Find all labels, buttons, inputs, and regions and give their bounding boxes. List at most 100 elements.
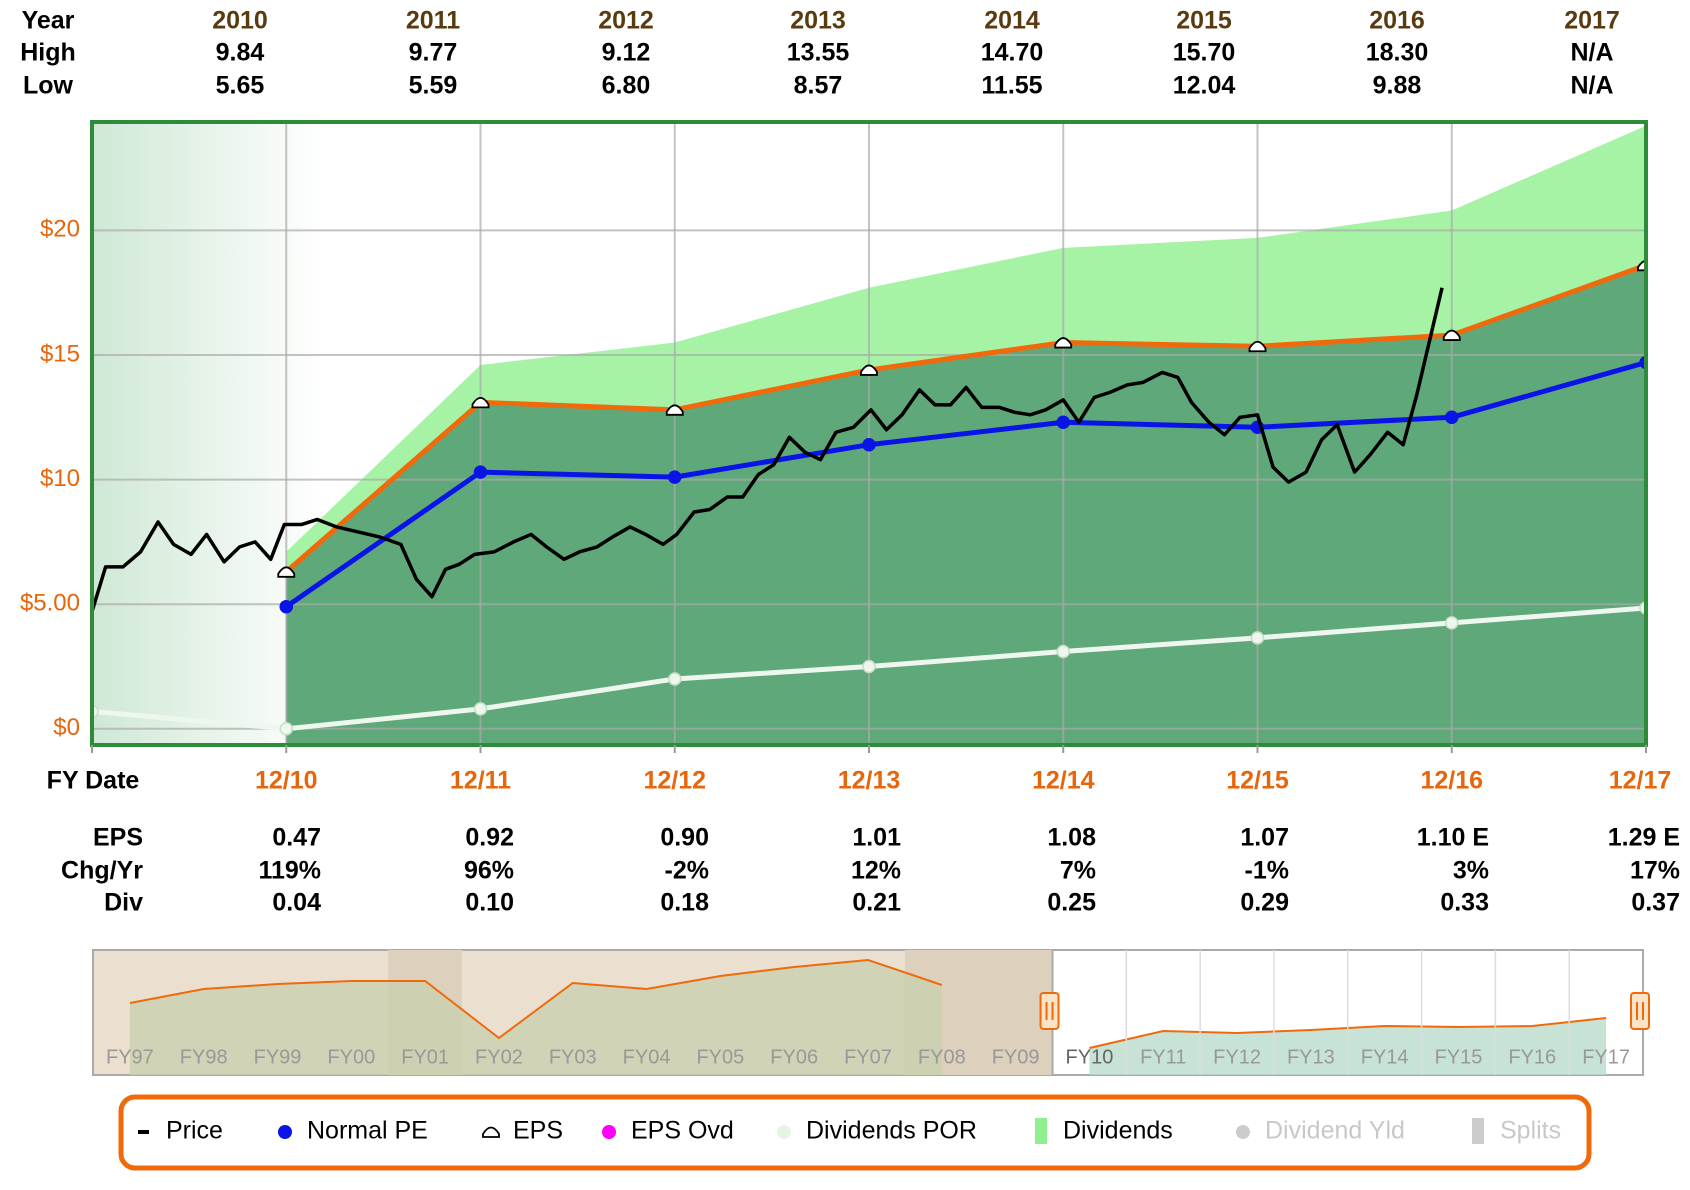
header-cell: 2010 [212,7,268,35]
point [1445,410,1459,425]
header-cell: 2014 [984,7,1040,35]
navigator-label: FY08 [918,1046,966,1068]
footer-cell: 0.90 [660,824,709,852]
navigator-handle-grip [1045,1002,1054,1020]
legend-marker [777,1125,791,1139]
point [1445,616,1459,630]
legend-item[interactable]: Dividends [1035,1117,1173,1145]
footer-cell: 1.07 [1240,824,1289,852]
x-tick-label: 12/13 [838,767,901,795]
legend-item[interactable]: Splits [1472,1117,1561,1145]
footer-cell: 1.10 E [1417,824,1489,852]
header-row-label: High [20,39,76,67]
footer-cell: 17% [1630,857,1680,885]
footer-cell: 1.08 [1047,824,1096,852]
navigator-label: FY11 [1140,1046,1186,1068]
legend-marker [1035,1118,1047,1144]
x-axis-label: FY Date [47,767,140,795]
navigator-label: FY16 [1508,1046,1556,1068]
point [862,659,876,674]
footer-cell: 0.29 [1240,889,1289,917]
footer-cell: 96% [464,857,514,885]
navigator-handle[interactable] [1039,992,1060,1030]
x-tick-label: 12/12 [643,767,706,795]
legend-marker [278,1125,292,1139]
navigator-handle[interactable] [1630,992,1650,1030]
series-line [284,360,1646,609]
navigator-area [129,960,942,1075]
x-tick-label: 12/11 [450,767,511,795]
legend-item[interactable]: Price [138,1117,223,1145]
navigator-label: FY01 [401,1046,449,1068]
navigator-line [129,958,943,1040]
point [279,722,293,736]
point [668,672,682,686]
navigator-label: FY06 [770,1046,818,1068]
point [279,599,293,614]
header-cell: 5.59 [409,72,458,100]
x-tick-label: 12/15 [1226,767,1289,795]
footer-cell: 0.04 [272,889,321,917]
header-cell: 2017 [1564,7,1620,35]
legend-label: Dividend Yld [1265,1117,1405,1145]
y-tick-label: $5.00 [20,590,80,617]
navigator-label: FY12 [1213,1046,1261,1068]
eps-marker [1442,329,1461,341]
footer-cell: 1.29 E [1608,824,1680,852]
header-cell: 2013 [790,7,846,35]
legend-marker [482,1126,500,1138]
header-row-label: Low [23,72,74,100]
eps-area [286,265,1646,745]
legend: Price Normal PE EPS EPS Ovd Dividends POR Div… [138,1117,1561,1145]
header-cell: N/A [1570,72,1613,100]
eps-marker [1248,340,1267,353]
navigator: FY97 FY98 FY99 FY00 FY01 FY02 FY03 FY04 FY05 FY06… [92,949,1650,1076]
legend-item[interactable]: Dividends POR [777,1117,977,1145]
legend-label: Normal PE [307,1117,428,1145]
footer-cell: 12% [851,857,901,885]
x-tick-label: 12/17 [1609,767,1672,795]
legend-label: Splits [1500,1117,1561,1145]
footer-row-label: EPS [93,824,143,852]
navigator-handle-grip [1636,1002,1644,1020]
header-cell: 15.70 [1173,39,1236,67]
footer-cell: 0.47 [272,824,321,852]
header-cell: 12.04 [1173,72,1236,100]
footer-cell: 0.10 [465,889,514,917]
legend-label: EPS [513,1117,563,1145]
header-cell: 14.70 [981,39,1044,67]
header-cell: 9.12 [602,39,651,67]
navigator-label: FY09 [992,1046,1040,1068]
navigator-label: FY07 [844,1046,892,1068]
point [1056,415,1070,430]
legend-item[interactable]: EPS Ovd [602,1117,734,1145]
header-cell: 13.55 [787,39,850,67]
legend-item[interactable]: EPS [482,1117,563,1145]
header-cell: 6.80 [602,72,651,100]
footer-cell: 0.92 [465,824,514,852]
series-line [92,287,1444,613]
navigator-label: FY14 [1361,1046,1409,1068]
series-line [284,262,1646,574]
eps-marker [1054,337,1073,349]
legend-label: Dividends POR [806,1117,977,1145]
footer-cell: 0.33 [1440,889,1489,917]
footer-row-label: Chg/Yr [61,857,143,885]
navigator-label: FY98 [180,1046,228,1068]
legend-item[interactable]: Normal PE [278,1117,428,1145]
legend-item[interactable]: Dividend Yld [1236,1117,1405,1145]
navigator-label: FY04 [623,1046,671,1068]
legend-marker [138,1130,149,1134]
header-cell: 9.84 [216,39,265,67]
y-tick-label: $0 [53,714,80,741]
y-tick-label: $20 [40,216,80,243]
footer-cell: 1.01 [852,824,901,852]
header-cell: 18.30 [1366,39,1429,67]
navigator-label: FY13 [1287,1046,1335,1068]
point [1250,631,1265,645]
footer-cell: 0.18 [660,889,709,917]
navigator-label: FY03 [549,1046,597,1068]
y-tick-label: $10 [40,465,80,492]
footer-cell: 119% [258,857,321,885]
